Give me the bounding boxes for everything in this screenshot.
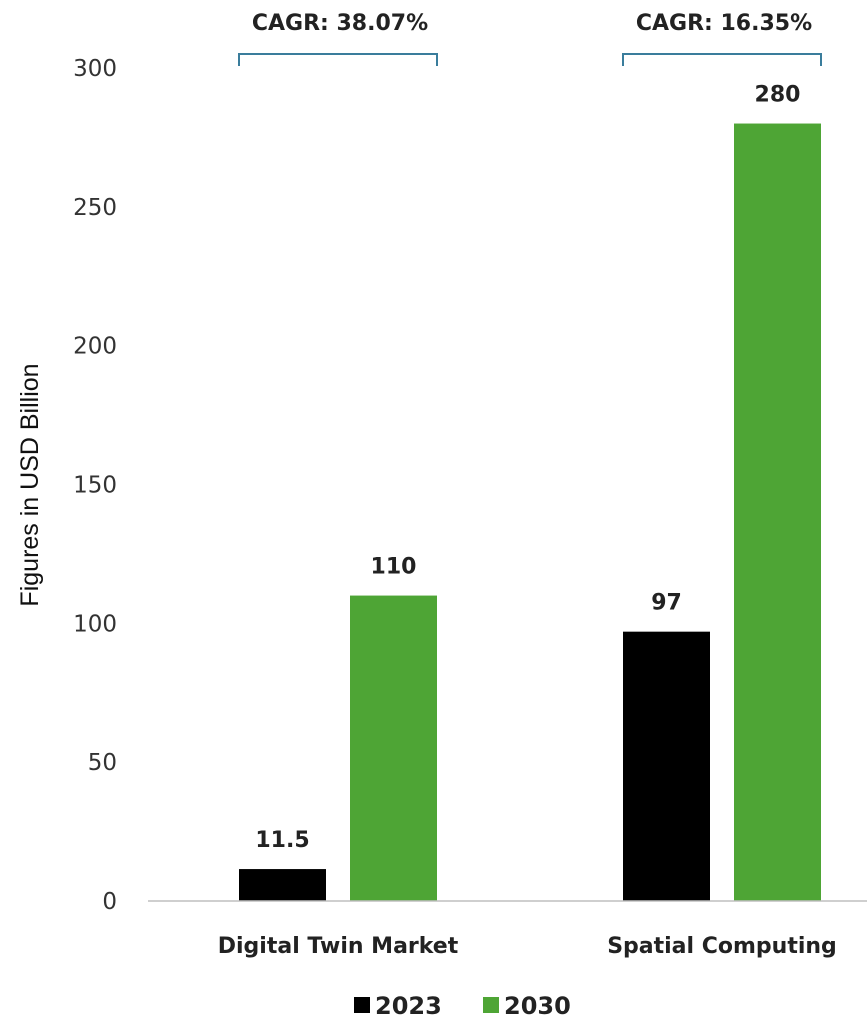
cagr-label: CAGR: 38.07% xyxy=(252,11,428,36)
y-tick-label: 300 xyxy=(73,56,117,82)
data-label: 110 xyxy=(371,555,417,580)
legend-label: 2023 xyxy=(375,992,442,1020)
bar-2030-1 xyxy=(734,123,821,902)
bar-2030-0 xyxy=(350,595,437,901)
cagr-label: CAGR: 16.35% xyxy=(636,11,812,36)
category-labels: Digital Twin Market Spatial Computing xyxy=(218,934,837,959)
category-label: Spatial Computing xyxy=(607,934,837,959)
legend-swatch-2030 xyxy=(483,997,499,1013)
y-tick-label: 50 xyxy=(88,750,117,776)
legend-swatch-2023 xyxy=(354,997,370,1013)
data-label: 97 xyxy=(651,591,682,616)
data-label: 11.5 xyxy=(255,828,309,853)
cagr-annotations: CAGR: 38.07% CAGR: 16.35% xyxy=(238,11,822,66)
cagr-bracket xyxy=(622,53,822,66)
bar-2023-0 xyxy=(239,869,326,901)
category-label: Digital Twin Market xyxy=(218,934,459,959)
cagr-bracket xyxy=(238,53,438,66)
y-axis-ticks: 0 50 100 150 200 250 300 xyxy=(73,56,117,915)
y-tick-label: 150 xyxy=(73,473,117,499)
y-tick-label: 100 xyxy=(73,611,117,637)
legend: 2023 2030 xyxy=(354,992,571,1020)
y-axis-label: Figures in USD Billion xyxy=(16,363,44,606)
bar-2023-1 xyxy=(623,631,710,901)
legend-label: 2030 xyxy=(504,992,571,1020)
bars: 11.5 97 110 280 xyxy=(239,83,821,902)
y-tick-label: 200 xyxy=(73,334,117,360)
y-tick-label: 0 xyxy=(102,889,117,915)
data-label: 280 xyxy=(755,83,801,108)
y-tick-label: 250 xyxy=(73,195,117,221)
